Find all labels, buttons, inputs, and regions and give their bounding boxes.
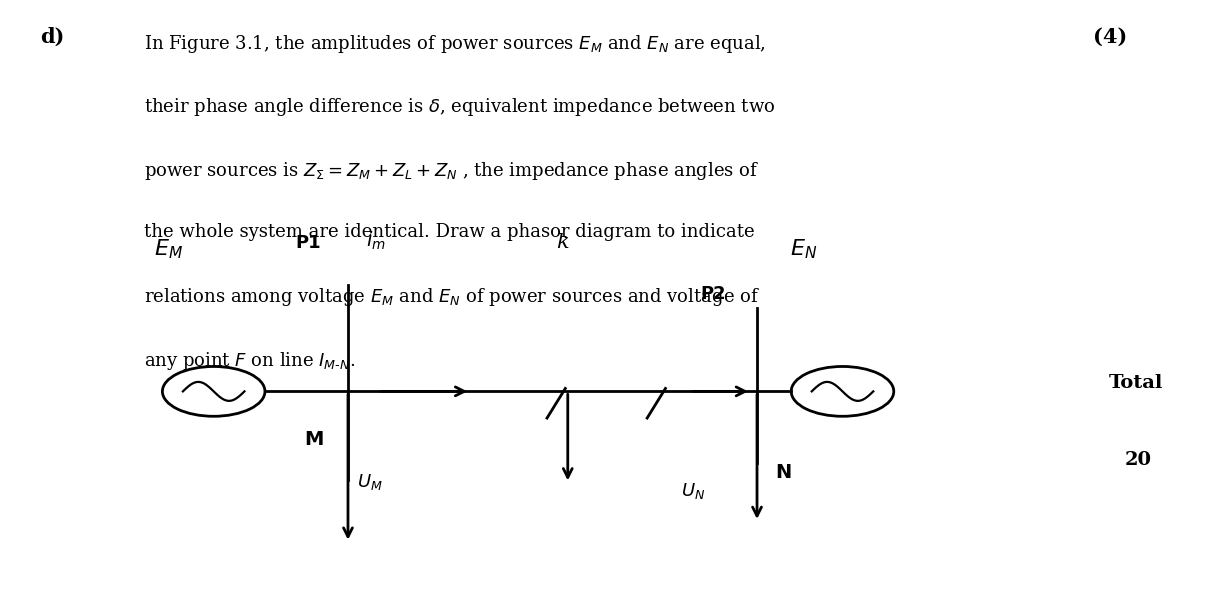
- Text: M: M: [304, 430, 324, 449]
- Text: $i_m$: $i_m$: [366, 229, 386, 252]
- Text: any point $F$ on line $I_{M\text{-}N}$.: any point $F$ on line $I_{M\text{-}N}$.: [144, 350, 355, 372]
- Text: the whole system are identical. Draw a phasor diagram to indicate: the whole system are identical. Draw a p…: [144, 223, 755, 241]
- Text: d): d): [40, 27, 65, 47]
- Text: 20: 20: [1125, 451, 1151, 468]
- Text: Total: Total: [1109, 374, 1164, 391]
- Text: k: k: [557, 233, 569, 252]
- Text: power sources is $Z_{\Sigma} = Z_M + Z_L + Z_N$ , the impedance phase angles of: power sources is $Z_{\Sigma} = Z_M + Z_L…: [144, 160, 759, 181]
- Text: N: N: [775, 463, 791, 482]
- Text: $U_M$: $U_M$: [357, 472, 382, 492]
- Text: relations among voltage $E_M$ and $E_N$ of power sources and voltage of: relations among voltage $E_M$ and $E_N$ …: [144, 286, 759, 308]
- Text: P1: P1: [295, 234, 321, 252]
- Text: (4): (4): [1093, 27, 1127, 47]
- Text: $E_N$: $E_N$: [790, 237, 817, 261]
- Text: $U_N$: $U_N$: [681, 481, 706, 501]
- Text: In Figure 3.1, the amplitudes of power sources $E_M$ and $E_N$ are equal,: In Figure 3.1, the amplitudes of power s…: [144, 33, 766, 55]
- Text: their phase angle difference is $\delta$, equivalent impedance between two: their phase angle difference is $\delta$…: [144, 96, 775, 118]
- Text: P2: P2: [701, 285, 726, 302]
- Text: $E_M$: $E_M$: [154, 237, 183, 261]
